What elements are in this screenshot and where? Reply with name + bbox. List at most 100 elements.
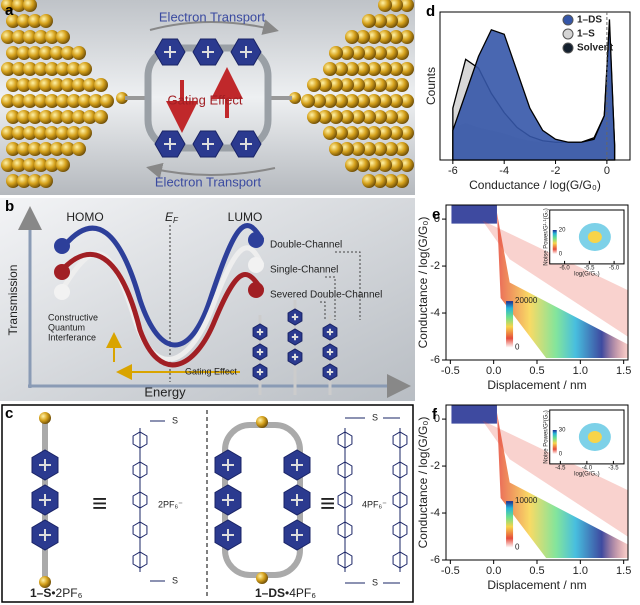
gold-atom	[56, 94, 70, 108]
gold-atom	[12, 126, 26, 140]
gold-atom	[329, 110, 343, 124]
gold-atom	[340, 78, 354, 92]
label: 4PF₆⁻	[362, 499, 387, 509]
atom: S	[172, 575, 178, 585]
plot-frame	[439, 11, 631, 161]
colorbar-label: 20000	[515, 296, 538, 305]
gold-atom	[17, 142, 31, 156]
gold-atom	[345, 94, 359, 108]
y-tick-label: -4	[430, 307, 440, 319]
label: 1–S	[30, 586, 51, 600]
legend-label: Solvent	[577, 43, 614, 54]
gold-atom	[318, 78, 332, 92]
gold-atom	[256, 572, 268, 584]
gold-atom	[389, 158, 403, 172]
label: Single-Channel	[270, 265, 338, 276]
label: Interferance	[48, 332, 96, 342]
gold-atom	[362, 14, 376, 28]
arrow	[146, 162, 276, 179]
gold-atom	[351, 142, 365, 156]
gold-atom	[50, 78, 64, 92]
gold-atom	[67, 126, 81, 140]
gold-atom	[34, 62, 48, 76]
inset-y-label: Noise Power/G¹·¹(G₀)	[543, 208, 549, 266]
gold-atom	[17, 46, 31, 60]
gold-atom	[1, 0, 15, 12]
gold-atom	[17, 14, 31, 28]
gold-atom	[17, 78, 31, 92]
gold-atom	[23, 126, 37, 140]
molecules	[252, 300, 338, 395]
panel-label: b	[5, 198, 14, 215]
panel-b-bg	[0, 198, 415, 401]
x-tick-label: 0.0	[486, 565, 501, 577]
gold-atom	[45, 126, 59, 140]
curve-double	[63, 223, 265, 348]
gold-atom	[6, 142, 20, 156]
plus	[164, 46, 176, 58]
gold-atom	[345, 126, 359, 140]
gold-atom	[100, 94, 114, 108]
gold-atom	[45, 94, 59, 108]
gold-atom	[12, 30, 26, 44]
gold-atom	[23, 62, 37, 76]
gold-atom	[39, 46, 53, 60]
y-tick-label: -2	[430, 460, 440, 472]
x-tick-label: 0.5	[529, 365, 544, 377]
gold-atom	[289, 92, 301, 104]
gold-atom	[400, 126, 414, 140]
gold-atom	[345, 62, 359, 76]
leader-lines	[320, 251, 361, 320]
gold-atom	[23, 30, 37, 44]
gold-atom	[318, 110, 332, 124]
y-tick-label: 0	[434, 213, 440, 225]
gold-atom	[56, 126, 70, 140]
gold-atom	[6, 174, 20, 188]
heat-top	[451, 205, 497, 224]
x-tick-label: 0.5	[529, 565, 544, 577]
gold-atom	[56, 62, 70, 76]
gold-atom	[39, 14, 53, 28]
orbital	[248, 232, 264, 248]
gold-atom	[78, 94, 92, 108]
heat-band	[496, 412, 628, 558]
y-tick-label: -6	[430, 554, 440, 566]
gold-atom	[72, 46, 86, 60]
atom: S	[372, 412, 378, 422]
inset-x-tick-label: -5.0	[609, 265, 620, 271]
gold-atom	[389, 62, 403, 76]
plus	[326, 328, 334, 336]
gold-atom	[373, 78, 387, 92]
colorbar	[506, 501, 514, 548]
plus	[164, 138, 176, 150]
gold-atom	[72, 110, 86, 124]
gold-atom	[61, 78, 75, 92]
label: Electron Transport	[155, 174, 262, 189]
plus	[256, 348, 264, 356]
gold-atom	[373, 14, 387, 28]
gold-atom	[67, 62, 81, 76]
legend-swatch	[562, 28, 574, 40]
gold-atom	[72, 78, 86, 92]
inset-core	[587, 430, 602, 443]
gold-atom	[1, 126, 15, 140]
gold-atom	[78, 126, 92, 140]
gold-atom	[67, 94, 81, 108]
gold-atom	[367, 94, 381, 108]
gold-atom	[362, 174, 376, 188]
gold-atom	[378, 62, 392, 76]
label: Quantum	[48, 322, 85, 332]
gold-atom	[6, 14, 20, 28]
gold-atom	[12, 62, 26, 76]
plus	[256, 328, 264, 336]
inset-colorbar	[552, 430, 557, 454]
panel-label: f	[432, 406, 438, 423]
gold-atom	[356, 158, 370, 172]
gold-atom	[345, 158, 359, 172]
gold-atom	[12, 94, 26, 108]
gold-atom	[23, 0, 37, 12]
label: LUMO	[228, 210, 263, 224]
label: 1–DS	[255, 586, 285, 600]
gold-atom	[400, 0, 414, 12]
